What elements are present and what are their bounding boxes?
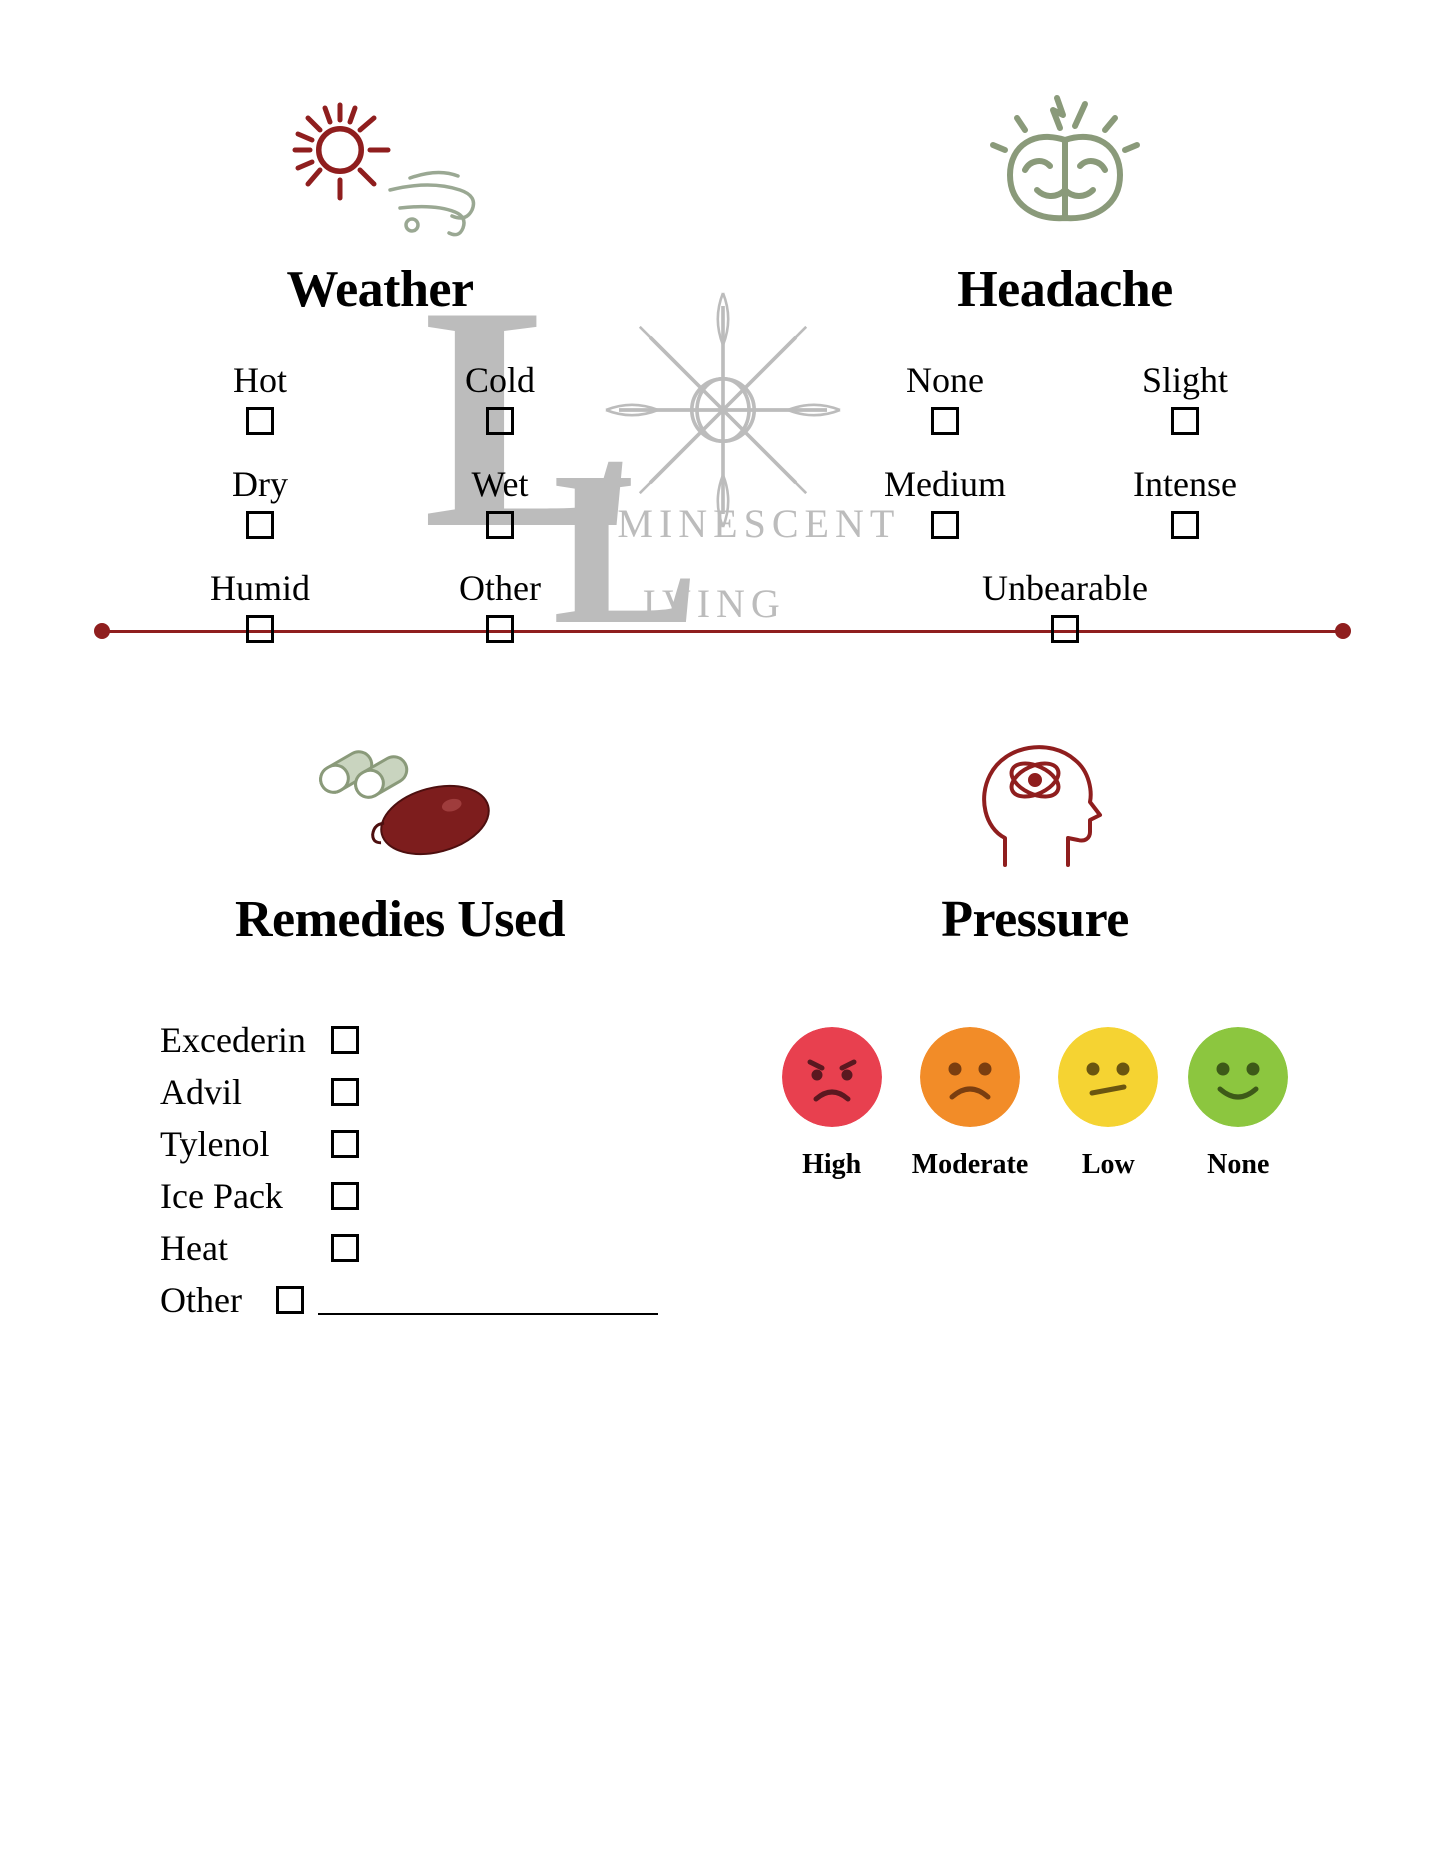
pressure-label: Low — [1082, 1149, 1135, 1181]
headache-option-none[interactable]: None — [845, 359, 1045, 435]
checkbox[interactable] — [486, 511, 514, 539]
remedy-label: Other — [160, 1279, 270, 1321]
weather-option-label: Other — [459, 567, 541, 609]
weather-option-label: Hot — [233, 359, 287, 401]
tracker-page: L L UMINESCENT IVING — [0, 0, 1445, 1871]
checkbox[interactable] — [331, 1026, 359, 1054]
weather-option-cold[interactable]: Cold — [400, 359, 600, 435]
headache-option-label: Intense — [1133, 463, 1237, 505]
headache-option-intense[interactable]: Intense — [1085, 463, 1285, 539]
pressure-label: Moderate — [912, 1149, 1029, 1181]
checkbox[interactable] — [1171, 511, 1199, 539]
weather-option-other[interactable]: Other — [400, 567, 600, 643]
pressure-label: None — [1207, 1149, 1269, 1181]
checkbox[interactable] — [246, 615, 274, 643]
weather-option-label: Cold — [465, 359, 535, 401]
checkbox[interactable] — [276, 1286, 304, 1314]
weather-option-label: Humid — [210, 567, 310, 609]
pressure-level-high[interactable]: High — [782, 1027, 882, 1181]
headache-options: None Slight Medium Intense Unbearable — [845, 359, 1285, 643]
remedy-label: Heat — [160, 1227, 325, 1269]
sun-wind-icon — [250, 90, 510, 250]
pressure-level-moderate[interactable]: Moderate — [912, 1027, 1029, 1181]
pressure-level-none[interactable]: None — [1188, 1027, 1288, 1181]
checkbox[interactable] — [331, 1234, 359, 1262]
checkbox[interactable] — [331, 1078, 359, 1106]
remedies-title: Remedies Used — [235, 890, 565, 949]
remedy-item-icepack[interactable]: Ice Pack — [160, 1175, 658, 1217]
face-sad-icon — [920, 1027, 1020, 1127]
remedy-item-advil[interactable]: Advil — [160, 1071, 658, 1113]
headache-option-label: Unbearable — [982, 567, 1148, 609]
checkbox[interactable] — [1171, 407, 1199, 435]
remedy-item-other[interactable]: Other — [160, 1279, 658, 1321]
headache-option-medium[interactable]: Medium — [845, 463, 1045, 539]
checkbox[interactable] — [331, 1182, 359, 1210]
weather-options: Hot Cold Dry Wet Humid Other — [160, 359, 600, 643]
checkbox[interactable] — [931, 511, 959, 539]
checkbox[interactable] — [246, 511, 274, 539]
remedy-item-tylenol[interactable]: Tylenol — [160, 1123, 658, 1165]
weather-option-label: Dry — [232, 463, 288, 505]
remedy-label: Ice Pack — [160, 1175, 325, 1217]
pressure-section: Pressure High — [745, 720, 1325, 1181]
remedy-label: Tylenol — [160, 1123, 325, 1165]
checkbox[interactable] — [1051, 615, 1079, 643]
pressure-label: High — [802, 1149, 861, 1181]
weather-section: Weather Hot Cold Dry Wet Humid Other — [160, 90, 600, 643]
headache-option-label: None — [906, 359, 984, 401]
bottom-row: Remedies Used Excederin Advil Tylenol Ic… — [120, 720, 1325, 1331]
headache-option-label: Slight — [1142, 359, 1228, 401]
remedy-label: Advil — [160, 1071, 325, 1113]
head-pressure-icon — [950, 720, 1120, 880]
pills-mask-icon — [285, 725, 515, 875]
face-angry-icon — [782, 1027, 882, 1127]
top-row: Weather Hot Cold Dry Wet Humid Other — [160, 90, 1285, 643]
weather-title: Weather — [286, 260, 473, 319]
other-fill-line[interactable] — [318, 1285, 658, 1315]
weather-option-humid[interactable]: Humid — [160, 567, 360, 643]
pressure-faces: High Moderate — [782, 1027, 1289, 1181]
pressure-title: Pressure — [941, 890, 1129, 949]
remedy-item-excederin[interactable]: Excederin — [160, 1019, 658, 1061]
face-happy-icon — [1188, 1027, 1288, 1127]
checkbox[interactable] — [331, 1130, 359, 1158]
weather-option-hot[interactable]: Hot — [160, 359, 360, 435]
pressure-level-low[interactable]: Low — [1058, 1027, 1158, 1181]
remedies-list: Excederin Advil Tylenol Ice Pack Heat Ot… — [120, 1019, 658, 1331]
weather-option-wet[interactable]: Wet — [400, 463, 600, 539]
headache-title: Headache — [957, 260, 1173, 319]
headache-option-slight[interactable]: Slight — [1085, 359, 1285, 435]
remedy-item-heat[interactable]: Heat — [160, 1227, 658, 1269]
checkbox[interactable] — [486, 615, 514, 643]
weather-option-dry[interactable]: Dry — [160, 463, 360, 539]
headache-section: Headache None Slight Medium Intense Unbe… — [845, 90, 1285, 643]
checkbox[interactable] — [486, 407, 514, 435]
remedy-label: Excederin — [160, 1019, 325, 1061]
weather-option-label: Wet — [471, 463, 528, 505]
checkbox[interactable] — [931, 407, 959, 435]
headache-option-label: Medium — [884, 463, 1006, 505]
brain-headache-icon — [965, 90, 1165, 250]
checkbox[interactable] — [246, 407, 274, 435]
remedies-section: Remedies Used Excederin Advil Tylenol Ic… — [120, 720, 680, 1331]
face-neutral-icon — [1058, 1027, 1158, 1127]
headache-option-unbearable[interactable]: Unbearable — [845, 567, 1285, 643]
